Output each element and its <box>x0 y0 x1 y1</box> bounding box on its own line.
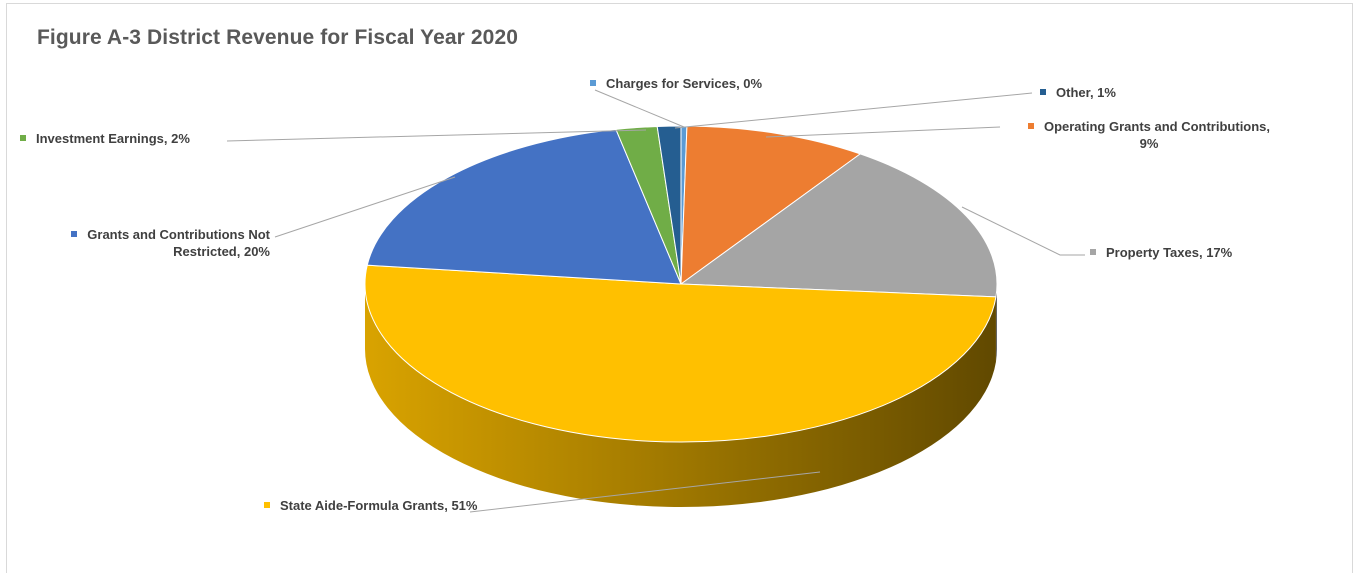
data-label-text: Charges for Services, 0% <box>606 76 763 91</box>
pie-slice-grants-and-contributions-not-restricted <box>366 128 682 285</box>
data-label-charges-for-services: Charges for Services, 0% <box>590 75 762 92</box>
data-label-operating-grants-and-contributions: Operating Grants and Contributions, 9% <box>1004 118 1294 152</box>
data-label-text: Operating Grants and Contributions, <box>1043 119 1271 134</box>
data-label-other: Other, 1% <box>1040 84 1116 101</box>
data-label-text: Grants and Contributions Not <box>87 227 270 242</box>
legend-swatch <box>20 135 26 141</box>
data-label-text: Investment Earnings, 2% <box>36 131 190 146</box>
leader-line-6 <box>674 92 1033 129</box>
data-label-text: Restricted, 20% <box>173 244 270 259</box>
leader-line-4 <box>274 176 456 238</box>
pie-side-3 <box>365 284 996 508</box>
legend-swatch <box>590 80 596 86</box>
data-label-text: Property Taxes, 17% <box>1106 245 1233 260</box>
data-label-grants-and-contributions-not-restricted: Grants and Contributions Not Restricted, … <box>20 226 270 260</box>
leader-line-3 <box>469 471 821 513</box>
legend-swatch <box>264 502 270 508</box>
legend-swatch <box>1027 123 1034 129</box>
data-label-text: 9% <box>1139 136 1159 151</box>
leader-line-2 <box>961 206 1085 256</box>
data-label-investment-earnings: Investment Earnings, 2% <box>20 130 190 147</box>
legend-swatch <box>1040 89 1046 95</box>
data-label-text: Other, 1% <box>1056 85 1116 100</box>
pie-slice-property-taxes <box>679 153 998 298</box>
legend-swatch <box>1090 249 1096 255</box>
pie-side-2 <box>995 284 997 362</box>
leader-line-1 <box>765 126 1001 138</box>
pie-slice-operating-grants-and-contributions <box>680 125 862 286</box>
chart-title: Figure A-3 District Revenue for Fiscal Y… <box>37 26 519 49</box>
data-label-state-aide-formula-grants: State Aide-Formula Grants, 51% <box>264 497 477 514</box>
data-label-text: State Aide-Formula Grants, 51% <box>280 498 478 513</box>
leader-line-5 <box>226 129 647 142</box>
data-label-property-taxes: Property Taxes, 17% <box>1090 244 1232 261</box>
leader-line-0 <box>594 89 685 128</box>
pie-slice-state-aide-formula-grants <box>364 264 997 443</box>
legend-swatch <box>71 231 78 237</box>
